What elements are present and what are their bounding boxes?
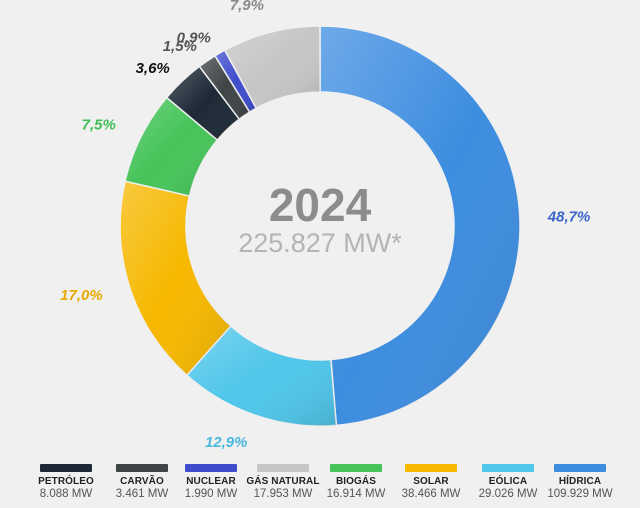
legend-value: 1.990 MW [184,488,238,500]
center-year: 2024 [269,179,372,231]
legend-value: 8.088 MW [39,488,93,500]
legend-value: 109.929 MW [547,488,613,500]
legend-swatch [554,464,606,472]
legend-value: 16.914 MW [326,488,386,500]
legend-item-hidrica: HÍDRICA 109.929 MW [542,462,618,501]
legend-item-solar: SOLAR 38.466 MW [393,462,469,501]
slice-gloss-carvao [199,55,250,120]
legend-name: GÁS NATURAL [246,476,320,487]
slice-gloss-hidrica [320,26,520,426]
legend-swatch [40,464,92,472]
slice-label-petroleo: 3,6% [136,60,170,77]
legend-value: 29.026 MW [478,488,538,500]
legend-item-carvao: CARVÃO 3.461 MW [104,462,180,501]
legend-swatch [405,464,457,472]
slice-label-biogas: 7,5% [82,116,116,133]
slice-gloss-solar [120,181,231,376]
legend-name: SOLAR [413,476,449,487]
legend-value: 17.953 MW [253,488,313,500]
legend-name: NUCLEAR [186,476,236,487]
slice-gloss-nuclear [214,50,257,112]
legend-item-biogas: BIOGÁS 16.914 MW [318,462,394,501]
slice-label-eolica: 12,9% [205,434,248,451]
slice-label-solar: 17,0% [60,287,103,304]
slice-label-gas-natural: 7,9% [230,0,264,14]
legend-swatch [482,464,534,472]
legend-name: CARVÃO [120,476,164,487]
legend-swatch [330,464,382,472]
center-total: 225.827 MW* [238,228,402,258]
legend-value: 3.461 MW [115,488,169,500]
legend-item-nuclear: NUCLEAR 1.990 MW [173,462,249,501]
slice-label-carvao: 1,5% [163,38,197,55]
slice-gloss-gas-natural [224,26,320,109]
slice-gloss-eolica [186,325,337,426]
legend-item-eolica: EÓLICA 29.026 MW [470,462,546,501]
slice-gloss-biogas [125,97,218,196]
legend-swatch [257,464,309,472]
slice-gloss-petroleo [166,66,240,140]
legend-value: 38.466 MW [401,488,461,500]
legend-name: PETRÓLEO [38,476,94,487]
legend-item-petroleo: PETRÓLEO 8.088 MW [28,462,104,501]
legend-name: BIOGÁS [335,476,377,487]
legend-name: EÓLICA [488,476,528,487]
legend-swatch [116,464,168,472]
legend-name: HÍDRICA [558,476,602,487]
legend: PETRÓLEO 8.088 MW CARVÃO 3.461 MW NUCLEAR 1.9… [0,462,640,508]
legend-swatch [185,464,237,472]
legend-item-gas-natural: GÁS NATURAL 17.953 MW [245,462,321,501]
slice-label-hidrica: 48,7% [547,209,591,226]
slice-label-nuclear: 0,9% [177,29,211,46]
